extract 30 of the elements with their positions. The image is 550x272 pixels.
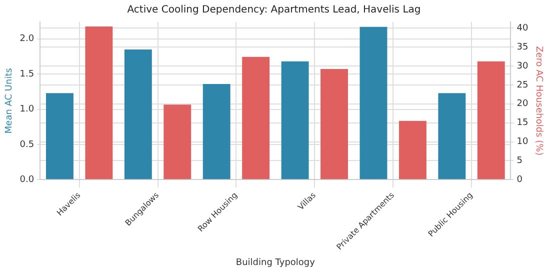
y2-tick-label: 15	[516, 118, 528, 128]
y-tick-label: 0.0	[20, 175, 34, 186]
bar	[438, 93, 466, 180]
y-tick-label: 1.0	[20, 104, 34, 115]
y2-tick-label: 5	[516, 156, 522, 166]
y-axis-title: Mean AC Units	[4, 68, 15, 134]
bar	[202, 84, 230, 180]
chart-title: Active Cooling Dependency: Apartments Lead, Havelis Lag	[127, 4, 421, 16]
bar	[477, 61, 505, 180]
bar	[360, 26, 388, 180]
y2-tick-label: 30	[516, 61, 528, 72]
bar	[164, 104, 192, 180]
y-tick-label: 0.5	[20, 140, 34, 150]
bar	[85, 26, 113, 180]
y2-tick-label: 0	[516, 175, 523, 186]
bar	[242, 56, 270, 180]
x-axis-title: Building Typology	[236, 258, 316, 268]
y2-tick-label: 10	[516, 137, 528, 148]
y2-tick-label: 20	[516, 99, 528, 110]
bar	[320, 69, 348, 180]
y2-axis-title: Zero AC Households (%)	[533, 46, 544, 156]
bar	[281, 61, 309, 180]
y2-tick-label: 35	[516, 42, 528, 52]
bar	[46, 93, 74, 180]
bar	[398, 120, 426, 180]
y-tick-label: 1.5	[20, 69, 34, 80]
y2-tick-label: 25	[516, 80, 528, 90]
y2-tick-label: 40	[516, 23, 528, 34]
y-tick-label: 2.0	[20, 34, 34, 44]
bar	[124, 49, 152, 180]
